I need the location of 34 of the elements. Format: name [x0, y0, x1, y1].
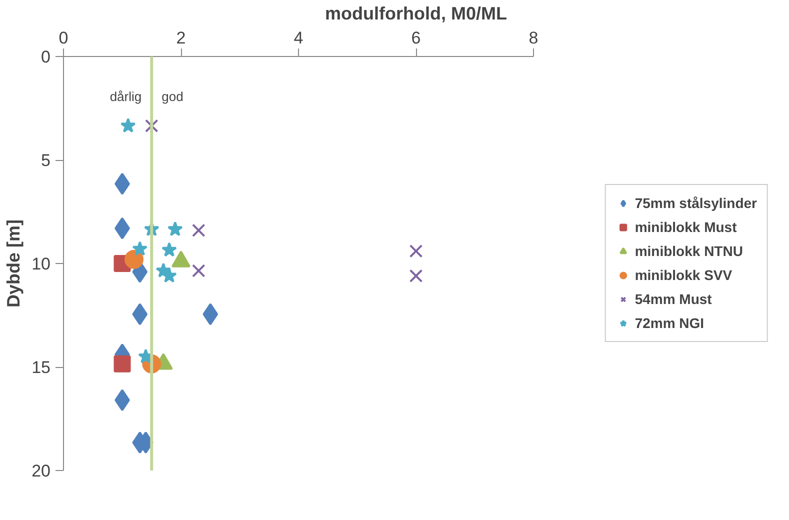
point [120, 118, 136, 133]
legend-label: miniblokk Must [634, 219, 737, 235]
y-axis-title: Dybde [m] [4, 219, 24, 308]
point [162, 242, 177, 257]
point [124, 250, 144, 269]
x-tick-label: 6 [411, 28, 421, 48]
legend-label: 54mm Must [634, 291, 712, 307]
y-tick-label: 10 [32, 254, 51, 274]
x-tick-label: 8 [528, 28, 538, 48]
point [409, 244, 423, 258]
point [144, 119, 158, 132]
legend-label: miniblokk SVV [634, 267, 732, 283]
point [202, 303, 218, 326]
point [192, 264, 206, 278]
y-tick-label: 15 [32, 358, 51, 377]
y-tick-label: 5 [41, 151, 51, 170]
legend-label: 72mm NGI [634, 315, 704, 331]
legend-label: 75mm stålsylinder [634, 195, 757, 211]
point [132, 241, 148, 256]
x-tick-label: 0 [58, 28, 68, 48]
point [162, 268, 177, 283]
x-axis-title: modulforhold, M0/ML [325, 4, 507, 24]
y-tick-label: 0 [41, 48, 51, 66]
legend-label: miniblokk NTNU [634, 243, 743, 259]
point [132, 303, 148, 326]
annotation: god [162, 89, 184, 104]
point [409, 269, 423, 283]
point [192, 224, 206, 238]
x-tick-label: 2 [176, 28, 186, 48]
x-tick-label: 4 [294, 28, 304, 48]
y-tick-label: 20 [32, 462, 51, 480]
annotation: dårlig [110, 89, 142, 104]
point [167, 221, 183, 236]
point [114, 355, 131, 372]
